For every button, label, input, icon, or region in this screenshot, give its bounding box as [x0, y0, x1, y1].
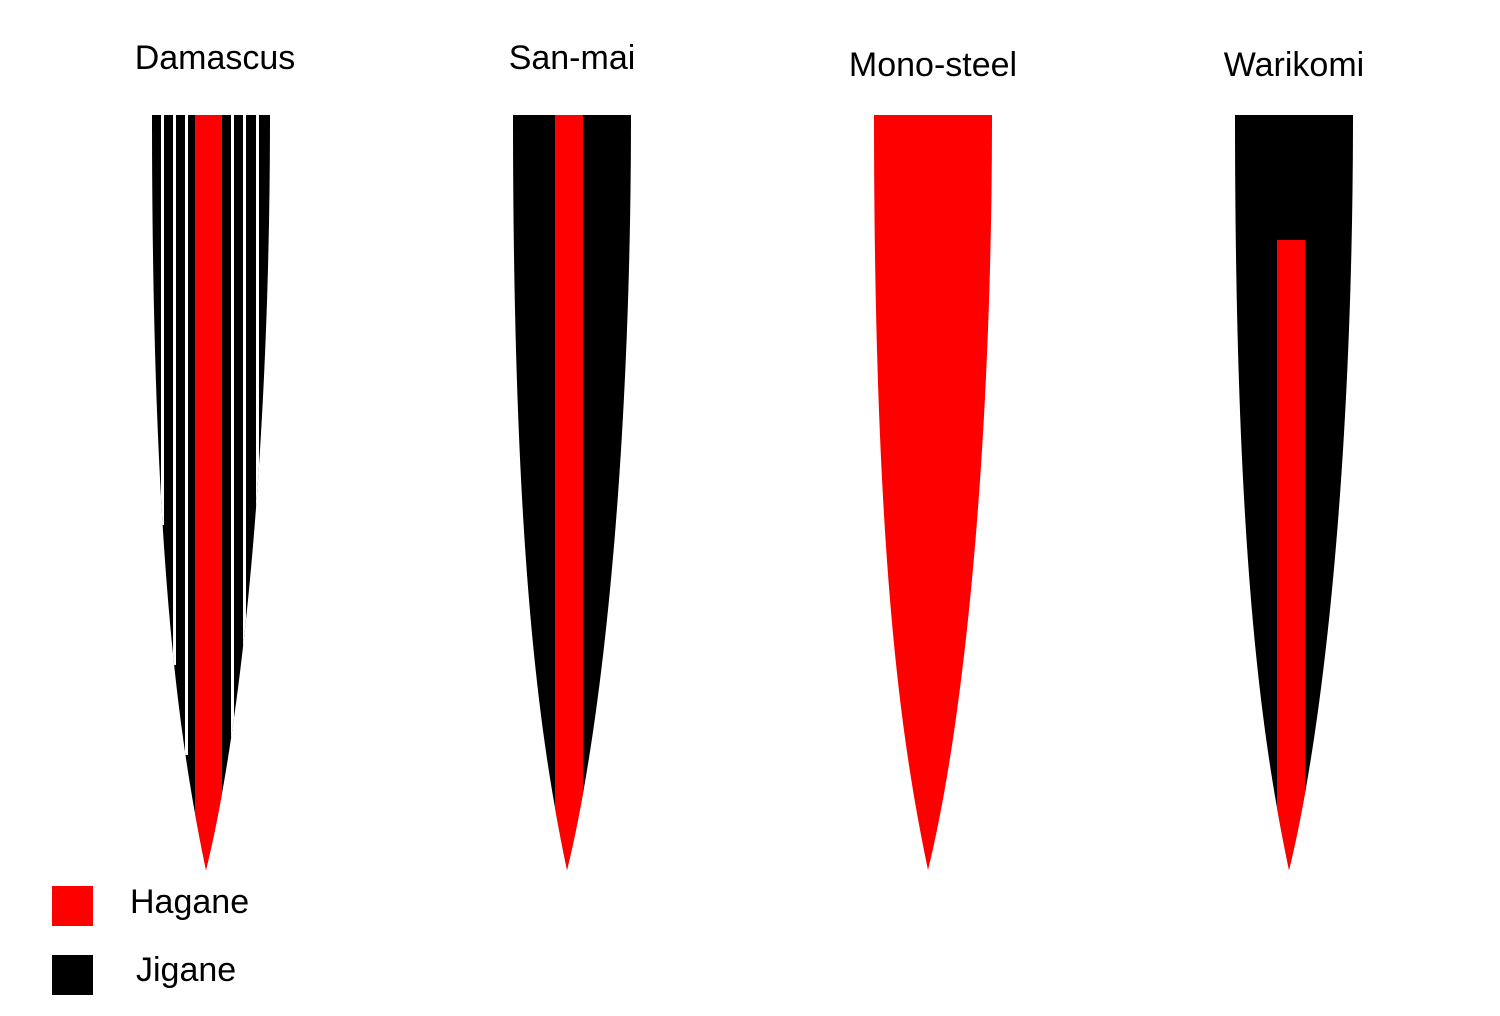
legend-swatch — [52, 955, 93, 995]
hagane-core — [1277, 240, 1305, 870]
stripe — [243, 115, 246, 665]
stripe — [173, 115, 176, 665]
blade-title: San-mai — [509, 39, 636, 77]
blade-title: Warikomi — [1224, 46, 1364, 84]
stripes — [161, 115, 259, 870]
legend-label: Hagane — [130, 883, 249, 921]
san-mai-blade — [513, 115, 631, 870]
warikomi-blade — [1235, 115, 1353, 870]
mono-steel-blade — [874, 115, 992, 870]
blade-title: Mono-steel — [849, 46, 1017, 84]
hagane-core — [195, 115, 222, 870]
hagane-body — [874, 115, 992, 870]
blade-title: Damascus — [135, 39, 296, 77]
stripe — [256, 115, 259, 525]
legend-label: Jigane — [136, 951, 236, 989]
damascus-blade — [152, 115, 270, 870]
stripe — [161, 115, 164, 525]
legend-swatch — [52, 886, 93, 926]
stripe — [231, 115, 234, 755]
hagane-core — [555, 115, 583, 870]
stripe — [185, 115, 188, 755]
